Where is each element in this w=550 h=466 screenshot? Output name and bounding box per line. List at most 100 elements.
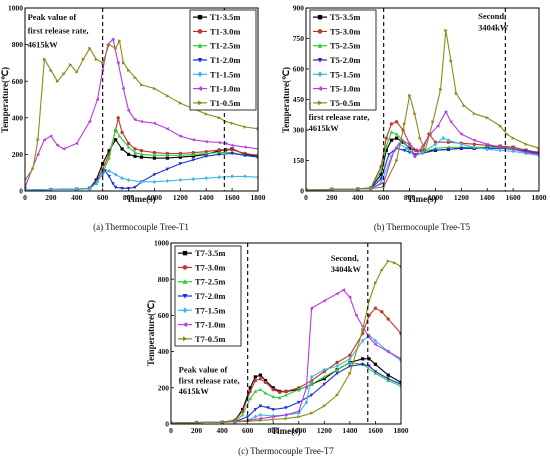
legend-marker-c-2 <box>182 279 188 284</box>
chart-caption-a: (a) Thermocouple Tree-T1 <box>93 222 189 232</box>
series-point-a-5-18 <box>165 127 169 131</box>
legend-label-c-5: T7-1.0m <box>195 320 225 330</box>
series-point-a-4-6 <box>107 168 111 173</box>
series-point-b-5-13 <box>449 120 453 124</box>
series-point-c-1-10 <box>277 390 282 395</box>
series-line-b-6 <box>306 29 539 191</box>
series-point-a-5-11 <box>111 37 115 41</box>
x-tick-label-a-3: 600 <box>97 193 109 202</box>
series-point-b-4-7 <box>405 146 409 151</box>
series-point-c-1-20 <box>380 310 384 314</box>
series-point-a-2-10 <box>133 150 137 155</box>
legend-label-b-4: T5-1.5m <box>330 69 360 79</box>
series-point-b-6-12 <box>439 87 443 92</box>
series-point-b-4-11 <box>441 136 445 141</box>
series-point-a-6-13 <box>107 42 112 47</box>
x-tick-label-a-0: 0 <box>23 193 27 202</box>
series-point-a-1-8 <box>116 116 120 120</box>
series-point-c-4-17 <box>373 338 378 343</box>
series-point-a-5-1 <box>36 152 40 157</box>
series-point-c-3-4 <box>245 415 250 419</box>
series-point-a-5-3 <box>48 134 53 138</box>
x-tick-label-c-8: 1600 <box>368 426 383 435</box>
y-axis-title-b: Temperature(℃) <box>281 67 291 133</box>
series-point-b-3-5 <box>387 152 391 157</box>
series-point-a-5-5 <box>61 147 66 151</box>
series-point-c-2-10 <box>277 395 282 400</box>
series-point-a-3-11 <box>126 186 131 191</box>
series-point-a-4-17 <box>230 174 234 179</box>
series-group-a <box>25 37 258 191</box>
y-tick-label-c-2: 400 <box>158 347 170 356</box>
series-line-a-3 <box>25 152 258 191</box>
series-point-a-4-14 <box>191 177 196 182</box>
series-point-c-5-9 <box>304 386 308 390</box>
y-tick-label-c-3: 600 <box>158 311 170 320</box>
series-point-c-1-19 <box>373 306 378 310</box>
series-point-c-5-12 <box>335 291 339 296</box>
series-point-a-5-24 <box>230 143 234 148</box>
series-point-a-1-10 <box>126 141 131 146</box>
y-tick-label-b-2: 300 <box>293 126 305 135</box>
series-point-c-6-10 <box>322 404 327 408</box>
series-point-b-5-5 <box>392 148 396 153</box>
series-point-a-6-19 <box>140 83 144 87</box>
series-point-b-4-9 <box>420 150 425 155</box>
series-point-a-4-10 <box>139 179 144 184</box>
series-point-b-4-16 <box>498 148 502 153</box>
series-point-b-6-6 <box>402 122 407 126</box>
y-tick-label-a-5: 1000 <box>8 4 23 13</box>
series-point-b-6-2 <box>356 187 360 191</box>
series-point-c-3-14 <box>348 364 352 368</box>
annotation-b-1: first release rate, <box>309 112 370 122</box>
series-point-a-3-20 <box>230 152 234 156</box>
series-group-c <box>171 259 401 424</box>
series-point-a-6-9 <box>81 57 86 61</box>
series-point-c-2-8 <box>263 391 268 395</box>
series-point-c-1-8 <box>263 380 268 385</box>
series-point-b-4-17 <box>511 149 515 154</box>
series-point-c-6-14 <box>367 299 371 303</box>
series-point-a-6-3 <box>42 57 47 61</box>
series-line-c-6 <box>171 260 401 424</box>
series-point-c-4-13 <box>335 364 339 369</box>
x-tick-label-b-4: 800 <box>404 193 416 202</box>
series-point-a-2-12 <box>152 153 157 157</box>
series-point-c-0-6 <box>253 375 257 379</box>
series-line-b-1 <box>306 121 539 191</box>
legend-label-c-0: T7-3.5m <box>195 248 225 258</box>
series-point-c-1-7 <box>258 377 263 381</box>
series-point-b-1-6 <box>389 122 394 126</box>
series-point-b-6-17 <box>472 111 477 116</box>
series-point-c-6-8 <box>297 415 301 419</box>
series-point-c-6-2 <box>220 420 225 424</box>
series-point-b-3-4 <box>379 177 383 181</box>
series-point-c-6-13 <box>361 328 365 332</box>
series-point-a-2-6 <box>107 156 111 160</box>
series-point-b-1-16 <box>472 142 476 146</box>
series-point-c-6-12 <box>348 371 352 376</box>
legend-label-c-6: T7-0.5m <box>195 334 225 344</box>
series-point-c-5-11 <box>322 299 326 303</box>
series-point-c-0-9 <box>271 386 275 390</box>
series-point-c-5-10 <box>309 306 313 310</box>
x-tick-label-b-3: 600 <box>378 193 390 202</box>
x-tick-label-a-2: 400 <box>71 193 83 202</box>
series-point-a-6-21 <box>165 94 170 98</box>
series-point-b-5-6 <box>399 138 404 142</box>
annotation-c-2: 4615kW <box>179 386 210 396</box>
series-point-c-5-18 <box>373 342 377 347</box>
series-point-b-3-7 <box>402 148 407 153</box>
legend-label-a-3: T1-2.0m <box>210 55 240 65</box>
series-point-a-3-10 <box>120 186 124 191</box>
series-point-a-4-16 <box>217 175 221 180</box>
series-point-b-1-7 <box>394 120 399 124</box>
series-point-a-2-8 <box>117 134 122 138</box>
y-tick-label-a-3: 600 <box>12 77 24 86</box>
series-point-a-4-8 <box>120 176 124 181</box>
y-tick-label-c-5: 1000 <box>154 239 169 248</box>
series-point-b-4-15 <box>485 147 489 152</box>
series-point-b-5-16 <box>485 142 489 146</box>
series-point-a-5-23 <box>223 141 228 146</box>
series-point-c-0-5 <box>248 386 252 390</box>
